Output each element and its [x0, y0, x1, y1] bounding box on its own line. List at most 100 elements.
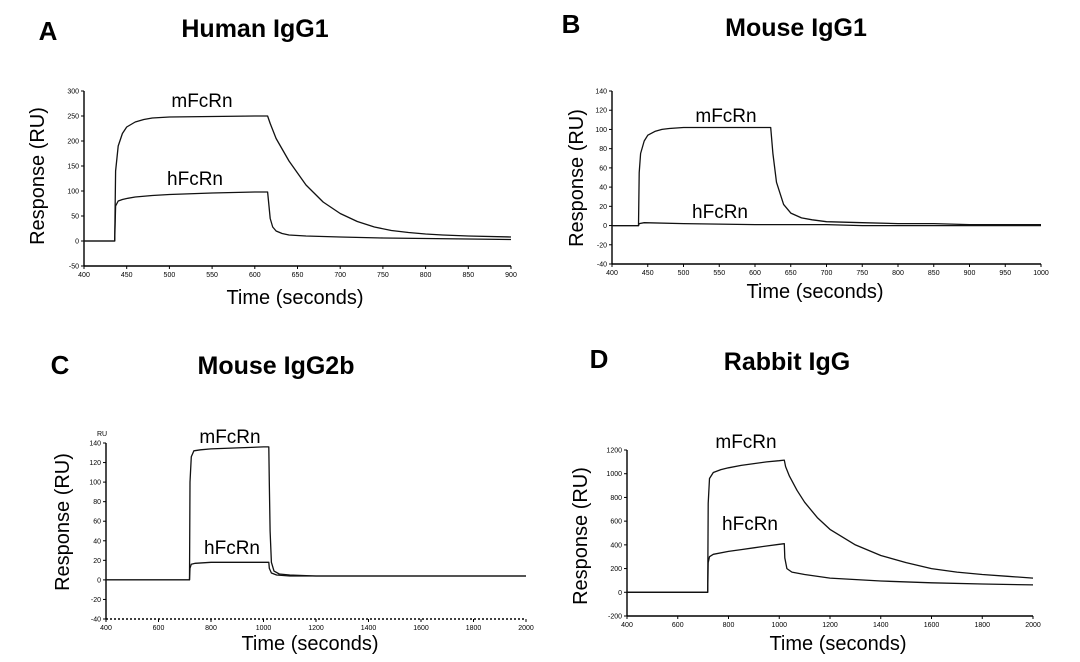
series-label-mfcrn: mFcRn [171, 91, 232, 112]
x-tick-label: 1800 [974, 622, 990, 629]
x-tick-label: 400 [100, 625, 112, 632]
x-tick-label: 1400 [361, 625, 377, 632]
series-line-mfcrn [612, 126, 1041, 227]
y-tick-label: 800 [610, 495, 622, 502]
x-tick-label: 700 [821, 270, 833, 277]
series-line-mfcrn [106, 446, 526, 581]
y-tick-label: 0 [97, 577, 101, 584]
x-tick-label: 600 [153, 625, 165, 632]
y-tick-label: 400 [610, 542, 622, 549]
y-tick-label: 20 [599, 204, 607, 211]
x-tick-label: 1200 [822, 622, 838, 629]
x-tick-label: 850 [462, 272, 474, 279]
y-tick-label: 140 [595, 89, 607, 96]
x-tick-label: 450 [121, 272, 133, 279]
series-label-mfcrn: mFcRn [695, 106, 756, 127]
x-tick-label: 1000 [771, 622, 787, 629]
series-label-hfcrn: hFcRn [167, 169, 223, 190]
series-label-mfcrn: mFcRn [199, 427, 260, 448]
y-tick-label: 0 [75, 239, 79, 246]
x-tick-label: 1800 [466, 625, 482, 632]
x-tick-label: 800 [420, 272, 432, 279]
y-tick-label: 80 [93, 499, 101, 506]
series-line-hfcrn [627, 543, 1034, 593]
y-tick-label: 100 [67, 189, 79, 196]
x-tick-label: 500 [164, 272, 176, 279]
series-line-mfcrn [84, 115, 512, 242]
x-tick-label: 550 [713, 270, 725, 277]
x-tick-label: 400 [621, 622, 633, 629]
series-label-hfcrn: hFcRn [204, 538, 260, 559]
y-tick-label: 60 [93, 519, 101, 526]
y-tick-label: 1000 [606, 471, 622, 478]
x-tick-label: 900 [964, 270, 976, 277]
y-tick-label: 250 [67, 114, 79, 121]
x-tick-label: 1600 [924, 622, 940, 629]
x-tick-label: 600 [672, 622, 684, 629]
x-axis-label: Time (seconds) [241, 633, 378, 655]
x-tick-label: 1600 [413, 625, 429, 632]
y-tick-label: 150 [67, 164, 79, 171]
panel-letter: D [590, 344, 609, 374]
series-line-mfcrn [627, 459, 1034, 593]
y-tick-label: -200 [608, 614, 622, 621]
y-tick-label: -20 [597, 242, 607, 249]
y-tick-label: -20 [91, 597, 101, 604]
chart-title: Mouse IgG1 [725, 14, 867, 42]
y-axis-label: Response (RU) [27, 107, 49, 245]
x-tick-label: 2000 [518, 625, 534, 632]
y-axis-label: Response (RU) [52, 453, 74, 591]
y-axis-label: Response (RU) [570, 467, 592, 605]
chart-panel-d: D Rabbit IgG 400 600 800 1000 1200 1400 1600 1800… [570, 344, 1041, 655]
x-axis-label: Time (seconds) [226, 287, 363, 309]
y-unit-label: RU [97, 431, 107, 438]
x-tick-label: 650 [292, 272, 304, 279]
y-tick-label: 0 [618, 590, 622, 597]
series-line-hfcrn [84, 191, 512, 242]
series-line-hfcrn [106, 561, 526, 581]
x-tick-label: 800 [205, 625, 217, 632]
x-tick-label: 750 [377, 272, 389, 279]
panel-letter: C [51, 350, 70, 380]
chart-title: Rabbit IgG [724, 348, 850, 376]
x-tick-label: 750 [856, 270, 868, 277]
x-tick-label: 1200 [308, 625, 324, 632]
y-tick-label: 120 [89, 460, 101, 467]
x-tick-label: 950 [999, 270, 1011, 277]
x-tick-label: 850 [928, 270, 940, 277]
y-tick-label: 50 [71, 214, 79, 221]
series-line-hfcrn [612, 222, 1041, 227]
y-tick-label: 40 [93, 538, 101, 545]
y-tick-label: 140 [89, 441, 101, 448]
x-tick-label: 650 [785, 270, 797, 277]
series-label-hfcrn: hFcRn [722, 514, 778, 535]
x-tick-label: 550 [206, 272, 218, 279]
y-tick-label: 100 [89, 480, 101, 487]
x-tick-label: 400 [606, 270, 618, 277]
y-tick-label: -50 [69, 264, 79, 271]
x-tick-label: 800 [723, 622, 735, 629]
x-tick-label: 1000 [256, 625, 272, 632]
x-tick-label: 500 [678, 270, 690, 277]
x-tick-label: 600 [249, 272, 261, 279]
y-axis-label: Response (RU) [566, 109, 588, 247]
y-tick-label: 1200 [606, 448, 622, 455]
x-axis-label: Time (seconds) [769, 633, 906, 655]
x-tick-label: 400 [78, 272, 90, 279]
y-tick-label: 80 [599, 146, 607, 153]
y-tick-label: 120 [595, 108, 607, 115]
chart-title: Human IgG1 [181, 15, 328, 43]
x-tick-label: 900 [505, 272, 517, 279]
x-tick-label: 700 [334, 272, 346, 279]
x-tick-label: 2000 [1025, 622, 1041, 629]
y-tick-label: 600 [610, 519, 622, 526]
x-tick-label: 1000 [1033, 270, 1049, 277]
x-tick-label: 450 [642, 270, 654, 277]
y-tick-label: 200 [610, 566, 622, 573]
y-tick-label: 200 [67, 139, 79, 146]
y-tick-label: -40 [91, 617, 101, 624]
x-tick-label: 600 [749, 270, 761, 277]
